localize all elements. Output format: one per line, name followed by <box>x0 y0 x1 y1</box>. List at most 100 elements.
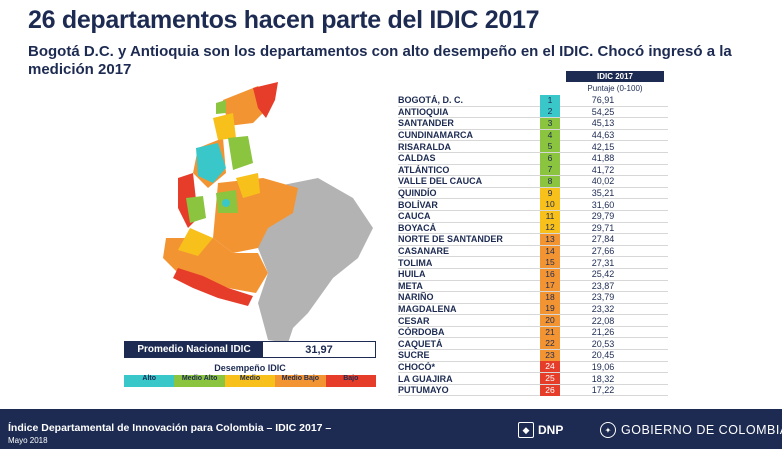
department-name: MAGDALENA <box>398 303 457 314</box>
table-row: CASANARE 14 27,66 <box>398 245 668 258</box>
map-region-red-guajira <box>253 82 278 118</box>
page-subtitle: Bogotá D.C. y Antioquia son los departam… <box>28 43 732 78</box>
department-score: 27,84 <box>591 234 615 245</box>
department-rank: 10 <box>540 199 560 211</box>
department-name: CÓRDOBA <box>398 327 445 338</box>
department-name: ANTIOQUIA <box>398 106 449 117</box>
department-score: 22,08 <box>591 315 615 326</box>
legend-label: Medio Alto <box>181 375 218 382</box>
department-rank: 16 <box>540 268 560 280</box>
department-name: RISARALDA <box>398 141 451 152</box>
table-row: CALDAS 6 41,88 <box>398 152 668 165</box>
table-row: ANTIOQUIA 2 54,25 <box>398 106 668 119</box>
department-score: 40,02 <box>591 176 615 187</box>
department-name: BOLÍVAR <box>398 199 438 210</box>
table-row: BOGOTÁ, D. C. 1 76,91 <box>398 94 668 107</box>
table-subheader: Puntaje (0-100) <box>587 84 643 93</box>
table-row: CESAR 20 22,08 <box>398 315 668 327</box>
table-row: PUTUMAYO 26 17,22 <box>398 384 668 397</box>
footer-title: Índice Departamental de Innovación para … <box>8 422 332 434</box>
map-region-teal-antioquia <box>196 143 226 183</box>
government-logo: ✦ GOBIERNO DE COLOMBIA <box>600 421 782 439</box>
department-score: 21,26 <box>591 327 615 338</box>
department-rank: 20 <box>540 315 560 327</box>
legend-color-bar <box>124 375 377 387</box>
department-score: 23,79 <box>591 292 615 303</box>
table-row: QUINDÍO 9 35,21 <box>398 187 668 200</box>
table-row: LA GUAJIRA 25 18,32 <box>398 373 668 385</box>
shield-icon: ◆ <box>518 422 534 438</box>
department-score: 19,06 <box>591 361 615 372</box>
map-region-yellow <box>178 228 213 256</box>
department-name: CASANARE <box>398 246 450 257</box>
legend-swatch <box>174 375 225 387</box>
department-rank: 26 <box>540 384 560 396</box>
department-rank: 8 <box>540 175 560 187</box>
department-score: 23,87 <box>591 280 615 291</box>
department-name: NARIÑO <box>398 292 434 303</box>
map-region-green-valle <box>186 196 206 223</box>
table-row: BOLÍVAR 10 31,60 <box>398 199 668 211</box>
department-score: 31,60 <box>591 199 615 210</box>
legend-swatch <box>275 375 326 387</box>
department-score: 41,88 <box>591 153 615 164</box>
coat-of-arms-icon: ✦ <box>600 422 616 438</box>
map-region-no-data <box>258 178 373 343</box>
legend-labels: Alto Medio Alto Medio Medio Bajo Bajo <box>124 375 376 383</box>
department-score: 44,63 <box>591 130 615 141</box>
department-name: LA GUAJIRA <box>398 373 453 384</box>
department-rank: 2 <box>540 106 560 118</box>
department-rank: 18 <box>540 291 560 303</box>
department-rank: 12 <box>540 222 560 234</box>
department-rank: 9 <box>540 187 560 199</box>
department-rank: 24 <box>540 361 560 373</box>
map-region-yellow-boyaca <box>236 173 260 198</box>
table-header: IDIC 2017 <box>566 71 664 82</box>
department-name: CAQUETÁ <box>398 338 443 349</box>
department-rank: 25 <box>540 373 560 385</box>
department-rank: 11 <box>540 210 560 222</box>
legend-label: Medio Bajo <box>281 375 320 382</box>
table-row: CAQUETÁ 22 20,53 <box>398 338 668 351</box>
department-name: CHOCÓ* <box>398 361 436 372</box>
department-score: 27,31 <box>591 257 615 268</box>
department-name: PUTUMAYO <box>398 385 449 396</box>
department-rank: 13 <box>540 233 560 245</box>
department-name: VALLE DEL CAUCA <box>398 176 483 187</box>
department-rank: 21 <box>540 326 560 338</box>
map-region-teal-bogota <box>222 199 230 207</box>
department-name: CESAR <box>398 315 430 326</box>
department-score: 45,13 <box>591 118 615 129</box>
department-score: 54,25 <box>591 106 615 117</box>
map-region-green-atlantico <box>216 100 226 114</box>
table-row: TOLIMA 15 27,31 <box>398 257 668 269</box>
table-row: CHOCÓ* 24 19,06 <box>398 361 668 374</box>
department-score: 17,22 <box>591 385 615 396</box>
department-score: 20,45 <box>591 350 615 361</box>
legend-label: Alto <box>142 375 156 382</box>
table-row: NORTE DE SANTANDER 13 27,84 <box>398 233 668 246</box>
department-score: 25,42 <box>591 269 615 280</box>
table-row: BOYACÁ 12 29,71 <box>398 222 668 235</box>
department-name: CUNDINAMARCA <box>398 130 473 141</box>
department-name: NORTE DE SANTANDER <box>398 234 503 245</box>
map-region-green-santander <box>228 136 253 170</box>
department-rank: 1 <box>540 94 560 106</box>
dnp-logo: ◆ DNP <box>518 421 563 439</box>
legend-swatch <box>325 375 377 387</box>
department-rank: 7 <box>540 164 560 176</box>
department-score: 20,53 <box>591 338 615 349</box>
department-rank: 17 <box>540 280 560 292</box>
table-row: NARIÑO 18 23,79 <box>398 291 668 304</box>
department-name: SUCRE <box>398 350 430 361</box>
department-rank: 4 <box>540 129 560 141</box>
department-rank: 14 <box>540 245 560 257</box>
table-row: CAUCA 11 29,79 <box>398 210 668 223</box>
department-name: HUILA <box>398 269 426 280</box>
legend-title: Desempeño IDIC <box>214 363 286 373</box>
page-title: 26 departamentos hacen parte del IDIC 20… <box>28 6 540 34</box>
colombia-map <box>163 82 373 343</box>
department-rank: 23 <box>540 349 560 361</box>
department-rank: 5 <box>540 141 560 153</box>
map-region-yellow-north <box>213 113 236 140</box>
